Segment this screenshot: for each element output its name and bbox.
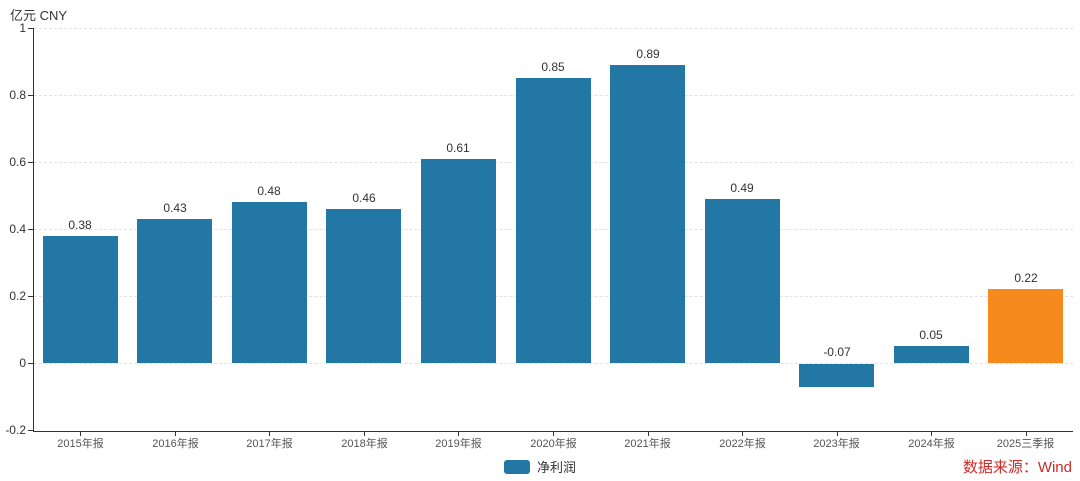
- x-axis-category-label: 2020年报: [530, 438, 577, 450]
- y-axis-tick: [28, 229, 33, 230]
- y-axis-unit-label: 亿元 CNY: [10, 8, 68, 23]
- x-axis-tick: [837, 431, 838, 436]
- x-axis-tick: [1026, 431, 1027, 436]
- x-axis-tick: [742, 431, 743, 436]
- bar-value-label: 0.49: [730, 181, 754, 195]
- legend: 净利润: [0, 457, 1080, 476]
- y-axis-tick-label: 0.4: [9, 222, 26, 236]
- bar-value-label: 0.05: [919, 328, 943, 342]
- x-axis-category-label: 2024年报: [908, 438, 955, 450]
- bar-2018年报[interactable]: [326, 209, 401, 363]
- bar-value-label: 0.89: [636, 47, 660, 61]
- y-axis-line: [33, 28, 34, 431]
- y-axis-tick-label: 0.2: [9, 289, 26, 303]
- gridline: [34, 363, 1073, 364]
- x-axis-tick: [553, 431, 554, 436]
- bar-2025三季报[interactable]: [988, 289, 1063, 363]
- y-axis-tick-label: 0.8: [9, 88, 26, 102]
- gridline: [34, 28, 1073, 29]
- bar-value-label: 0.22: [1014, 271, 1038, 285]
- bar-2017年报[interactable]: [232, 202, 307, 363]
- legend-label: 净利润: [536, 460, 576, 475]
- x-axis-category-label: 2022年报: [719, 438, 766, 450]
- bar-2016年报[interactable]: [137, 219, 212, 363]
- y-axis-tick: [28, 296, 33, 297]
- x-axis-tick: [364, 431, 365, 436]
- x-axis-tick: [458, 431, 459, 436]
- legend-swatch: [503, 459, 530, 474]
- y-axis-tick-label: 0.6: [9, 155, 26, 169]
- bar-2022年报[interactable]: [705, 199, 780, 363]
- y-axis-tick: [28, 363, 33, 364]
- bar-value-label: -0.07: [823, 345, 851, 359]
- y-axis-tick: [28, 162, 33, 163]
- bar-2015年报[interactable]: [43, 236, 118, 363]
- x-axis-category-label: 2018年报: [341, 438, 388, 450]
- bar-value-label: 0.43: [163, 201, 187, 215]
- bar-2020年报[interactable]: [516, 78, 591, 363]
- bar-value-label: 0.61: [446, 141, 470, 155]
- x-axis-tick: [648, 431, 649, 436]
- data-source-text: 数据来源：Wind: [962, 459, 1072, 476]
- x-axis-category-label: 2021年报: [624, 438, 671, 450]
- x-axis-category-label: 2019年报: [435, 438, 482, 450]
- x-axis-tick: [931, 431, 932, 436]
- x-axis-category-label: 2015年报: [57, 438, 104, 450]
- bar-value-label: 0.46: [352, 191, 376, 205]
- y-axis-tick: [28, 95, 33, 96]
- x-axis-category-label: 2025三季报: [996, 438, 1055, 450]
- y-axis-tick: [28, 28, 33, 29]
- bar-value-label: 0.48: [257, 184, 281, 198]
- x-axis-tick: [175, 431, 176, 436]
- legend-item-net-profit[interactable]: 净利润: [503, 457, 576, 476]
- x-axis-tick: [269, 431, 270, 436]
- bar-2024年报[interactable]: [894, 346, 969, 363]
- bar-value-label: 0.85: [541, 60, 565, 74]
- x-axis-tick: [80, 431, 81, 436]
- bar-2019年报[interactable]: [421, 159, 496, 363]
- bar-value-label: 0.38: [68, 218, 92, 232]
- y-axis-tick: [28, 430, 33, 431]
- bar-2023年报[interactable]: [799, 364, 874, 387]
- x-axis-category-label: 2023年报: [813, 438, 860, 450]
- y-axis-tick-label: -0.2: [5, 423, 26, 437]
- y-axis-tick-label: 0: [19, 356, 26, 370]
- x-axis-category-label: 2017年报: [246, 438, 293, 450]
- y-axis-tick-label: 1: [19, 21, 26, 35]
- x-axis-category-label: 2016年报: [152, 438, 199, 450]
- bar-2021年报[interactable]: [610, 65, 685, 363]
